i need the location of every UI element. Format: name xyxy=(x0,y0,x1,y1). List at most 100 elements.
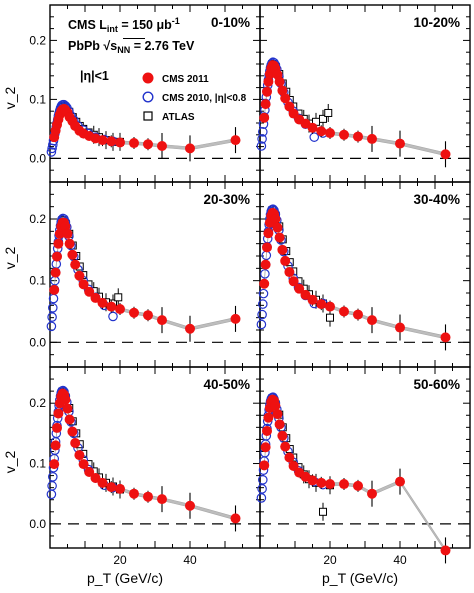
cms-2011-point xyxy=(325,479,335,490)
cms-2011-point xyxy=(62,228,73,239)
cms-2011-point xyxy=(64,238,75,249)
cms-2011-point xyxy=(277,244,288,255)
legend-marker-cms-2010 xyxy=(142,91,154,103)
cms-2010-point xyxy=(257,309,267,320)
cms-2011-point xyxy=(90,292,101,303)
cms-2010-point xyxy=(46,147,57,157)
cms-2011-point xyxy=(106,301,117,312)
cms-2010-point xyxy=(47,472,58,482)
cms-2011-point xyxy=(280,93,291,104)
cms-2011-point xyxy=(78,279,89,290)
legend-label-cms-2010: CMS 2010, |η|<0.8 xyxy=(162,93,247,104)
cms-2011-point xyxy=(78,459,89,470)
cms-2011-point xyxy=(157,315,167,326)
cms-2011-point xyxy=(367,488,377,499)
cms-2011-point xyxy=(54,228,65,239)
cms-2010-point xyxy=(309,132,320,142)
cms-2011-point xyxy=(353,309,363,320)
cms-2011-point xyxy=(280,441,291,452)
legend-label-atlas: ATLAS xyxy=(162,112,195,123)
panel-10-20%: 10-20% xyxy=(256,4,471,183)
cms-2010-point xyxy=(47,302,58,313)
cms-2011-point xyxy=(143,491,153,502)
cms-2011-point xyxy=(274,232,285,243)
cms-2011-point xyxy=(316,126,327,137)
cms-2011-point xyxy=(185,500,195,511)
cms-2011-point xyxy=(129,488,139,499)
cms-2011-point xyxy=(157,141,167,152)
y-axis-label-row-1: v_2 xyxy=(2,87,18,110)
cms-2011-point xyxy=(307,475,318,486)
cms-2011-point xyxy=(74,270,85,281)
cms-2011-point xyxy=(353,131,363,142)
cms-2010-point xyxy=(257,299,268,309)
cms-2011-point xyxy=(115,304,125,315)
cms-2011-point xyxy=(284,452,295,463)
cms-2011-point xyxy=(49,284,60,295)
centrality-label: 30-40% xyxy=(413,192,460,207)
legend-marker-cms-2011 xyxy=(142,72,154,84)
cms-2011-point xyxy=(274,419,285,430)
panel-30-40%: 30-40% xyxy=(256,181,471,368)
cms-2011-point xyxy=(260,99,271,110)
cms-2011-point xyxy=(74,450,85,461)
cms-2011-point xyxy=(106,136,117,147)
legend-label-cms-2011: CMS 2011 xyxy=(162,74,209,85)
cms-2011-point xyxy=(339,479,349,490)
panel-40-50%: 0.0 0.1 0.2 20 40 40-50% xyxy=(29,366,261,567)
atlas-point xyxy=(114,293,123,302)
y-tick-label: 0.1 xyxy=(29,92,46,106)
y-tick-label: 0.1 xyxy=(29,457,46,471)
centrality-label: 10-20% xyxy=(413,15,460,30)
cms-2011-point xyxy=(129,307,139,318)
cms-2011-point xyxy=(262,425,272,436)
y-tick-label: 0.0 xyxy=(29,151,46,165)
legend-marker-atlas xyxy=(143,111,153,121)
cms-2011-point xyxy=(274,76,285,87)
panel-0-10%: 0.0 0.1 0.2 0-10% xyxy=(29,4,261,183)
y-tick-label: 0.0 xyxy=(29,335,46,349)
x-axis-label-col-1: p_T (GeV/c) xyxy=(87,570,163,586)
x-tick-label: 40 xyxy=(393,553,407,567)
cms-2011-point xyxy=(316,477,327,488)
panel-grid: 0.0 0.1 0.2 0-10% 10-20% 0.0 0.1 0.2 20-30% 30-40… xyxy=(29,4,471,567)
cms-2011-point xyxy=(49,459,60,470)
cms-2011-point xyxy=(270,400,281,411)
cms-2011-point xyxy=(143,310,153,321)
centrality-label: 20-30% xyxy=(203,192,250,207)
legend: CMS 2011 CMS 2010, |η|<0.8 ATLAS xyxy=(142,72,247,123)
atlas-point xyxy=(319,114,327,123)
panel-50-60%: 20 40 50-60% xyxy=(256,366,471,567)
cms-2011-point xyxy=(339,306,349,317)
cms-2011-point xyxy=(64,414,75,425)
cms-2011-point xyxy=(325,128,335,139)
cms-2011-point xyxy=(259,278,270,289)
cms-2011-point xyxy=(300,289,311,300)
cms-2010-point xyxy=(108,311,118,322)
cms-2011-point xyxy=(115,137,125,148)
cms-2010-point xyxy=(256,493,267,503)
cms-2010-point xyxy=(46,321,57,332)
cms-2011-point xyxy=(395,322,405,333)
y-axis-label-row-2: v_2 xyxy=(2,247,18,270)
cms-2011-point xyxy=(277,430,288,441)
cms-2011-point xyxy=(70,438,81,449)
cms-2011-point xyxy=(263,228,274,239)
cms-2011-point xyxy=(307,122,318,133)
cms-2011-point xyxy=(263,76,274,87)
cms-2011-point xyxy=(339,129,349,140)
cms-2011-point xyxy=(84,286,95,297)
cms-2010-point xyxy=(257,134,267,144)
x-tick-label: 40 xyxy=(183,553,197,567)
centrality-label: 40-50% xyxy=(203,377,250,392)
cms-2011-point xyxy=(288,276,299,287)
cms-2011-point xyxy=(84,466,95,477)
cms-2011-point xyxy=(367,133,377,144)
cms-2011-point xyxy=(263,412,274,423)
cms-2011-point xyxy=(316,299,327,310)
y-tick-label: 0.1 xyxy=(29,274,46,288)
cms-2011-point xyxy=(97,477,108,488)
atlas-point xyxy=(324,108,333,117)
y-tick-label: 0.2 xyxy=(29,212,46,226)
